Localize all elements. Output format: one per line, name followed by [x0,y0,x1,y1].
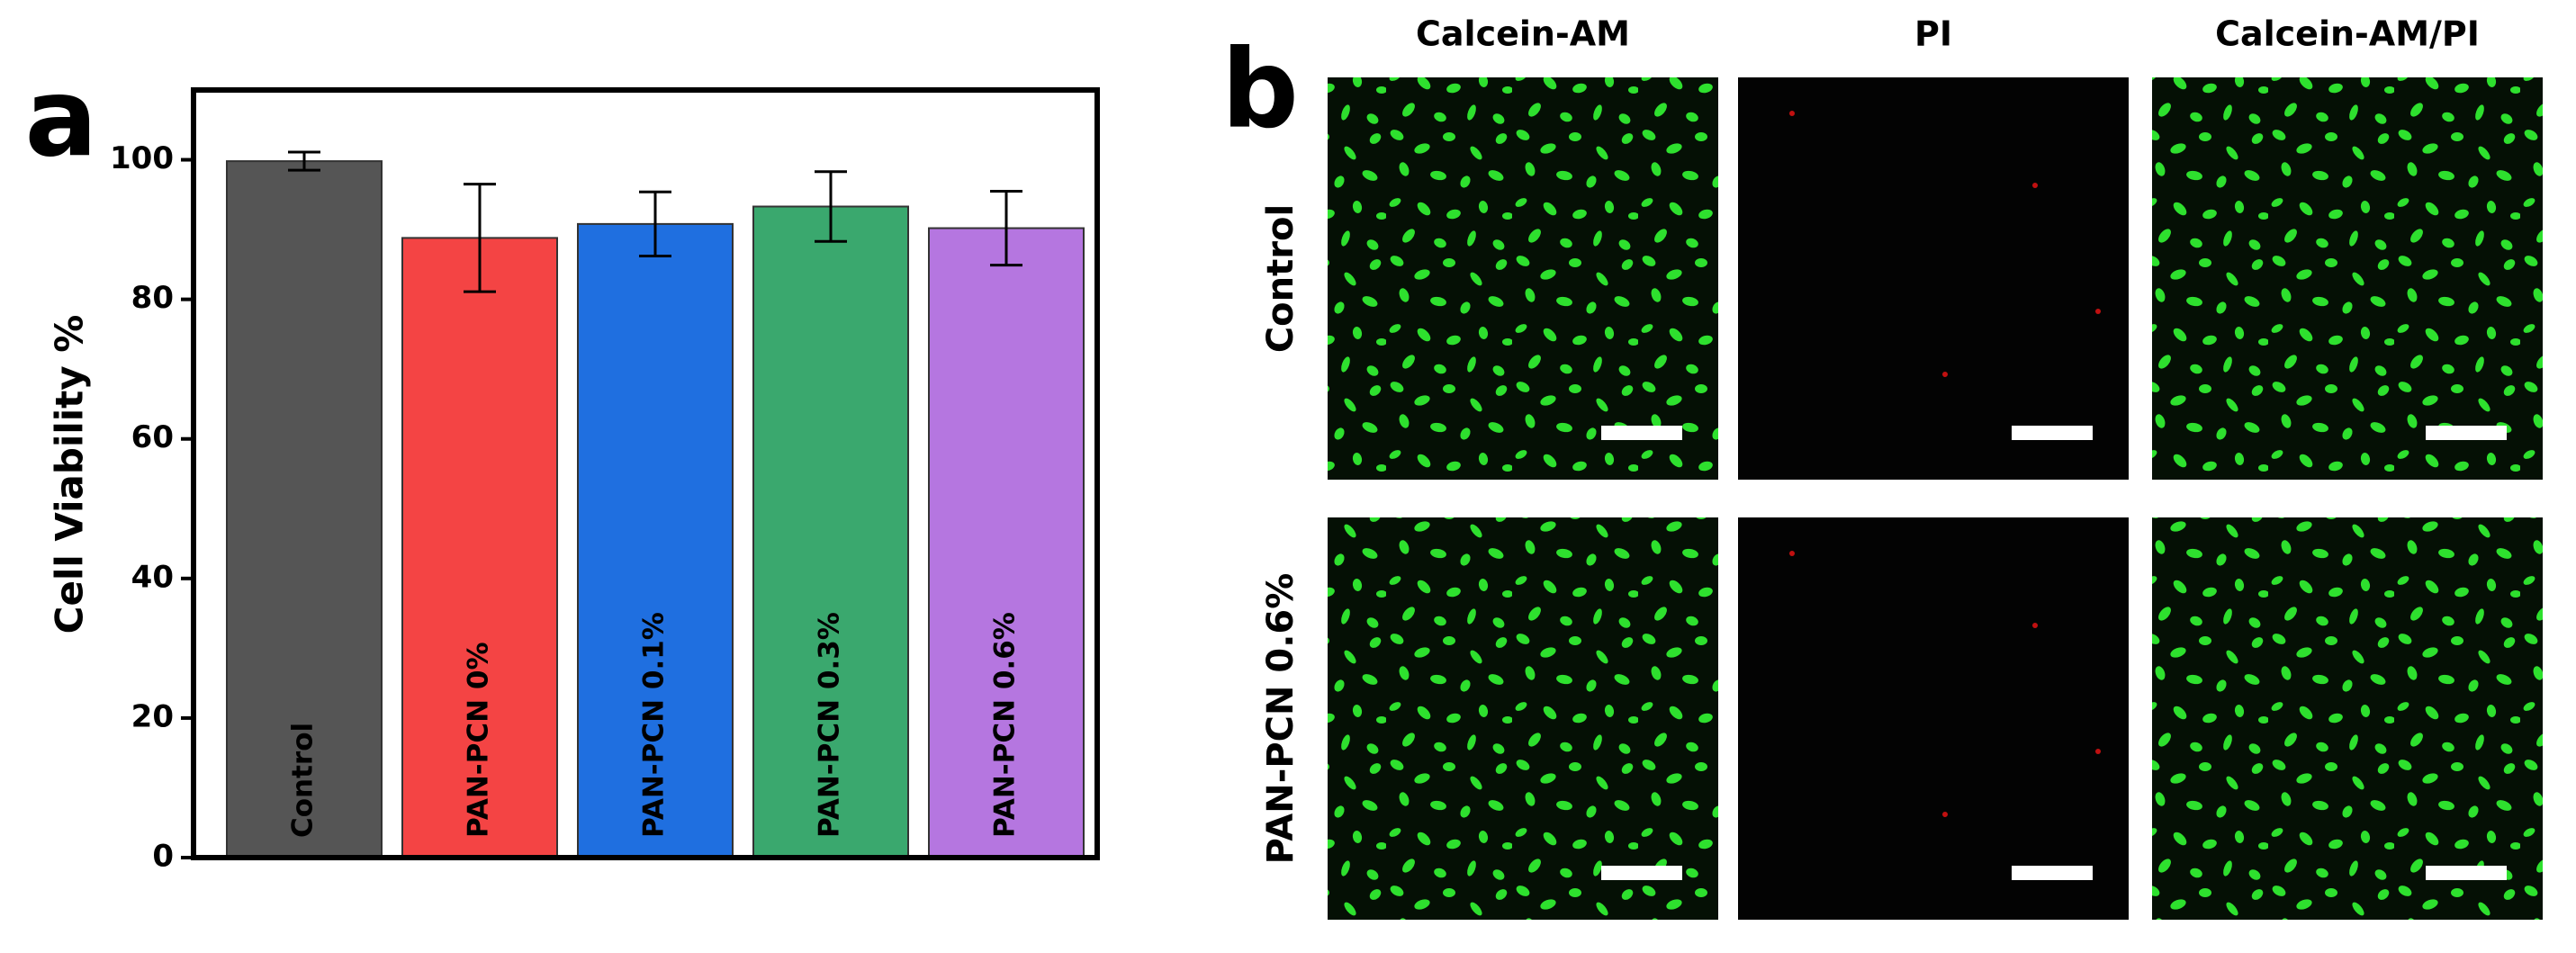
scale-bar [2426,426,2507,440]
y-tick-label: 40 [131,559,174,595]
micrograph [2152,77,2543,480]
category-label: PAN-PCN 0.6% [989,612,1022,838]
y-tick-label: 20 [131,698,174,734]
bar [752,205,909,859]
error-bar [639,190,671,258]
red-cell [1942,812,1948,817]
micrograph [1328,77,1718,480]
scale-bar [2426,866,2507,880]
error-bar [815,170,847,243]
scale-bar [2012,426,2093,440]
micrograph [1328,517,1718,920]
micrograph [2152,517,2543,920]
plot-frame [191,87,1100,860]
column-title: PI [1914,14,1952,54]
category-label: Control [287,723,320,838]
red-cell [1789,111,1795,116]
row-label: PAN-PCN 0.6% [1260,573,1302,865]
y-axis-title: Cell Viability % [48,315,92,634]
error-bar [464,183,496,293]
panel-label: b [1221,28,1299,153]
red-cell [2032,183,2038,188]
red-cell [2095,309,2101,314]
red-cell [1789,551,1795,556]
column-title: Calcein-AM [1416,14,1630,54]
error-bar [990,189,1022,267]
micrograph [1738,517,2129,920]
category-label: PAN-PCN 0.3% [814,612,846,838]
y-tick-label: 80 [131,280,174,316]
row-label: Control [1260,204,1302,353]
red-cell [2032,623,2038,628]
bar [928,227,1085,859]
micrograph [1738,77,2129,480]
y-tick-label: 100 [110,140,174,176]
error-bar [288,150,320,172]
column-title: Calcein-AM/PI [2215,14,2480,54]
y-tick-label: 60 [131,419,174,455]
red-cell [2095,749,2101,754]
category-label: PAN-PCN 0.1% [638,612,671,838]
scale-bar [1601,426,1682,440]
scale-bar [1601,866,1682,880]
category-label: PAN-PCN 0% [463,642,495,838]
image-grid: Calcein-AM PI Calcein-AM/PI Control PAN-PCN … [1260,14,2543,920]
y-tick-label: 0 [152,839,174,875]
panel-label: a [25,57,98,182]
scale-bar [2012,866,2093,880]
red-cell [1942,372,1948,377]
